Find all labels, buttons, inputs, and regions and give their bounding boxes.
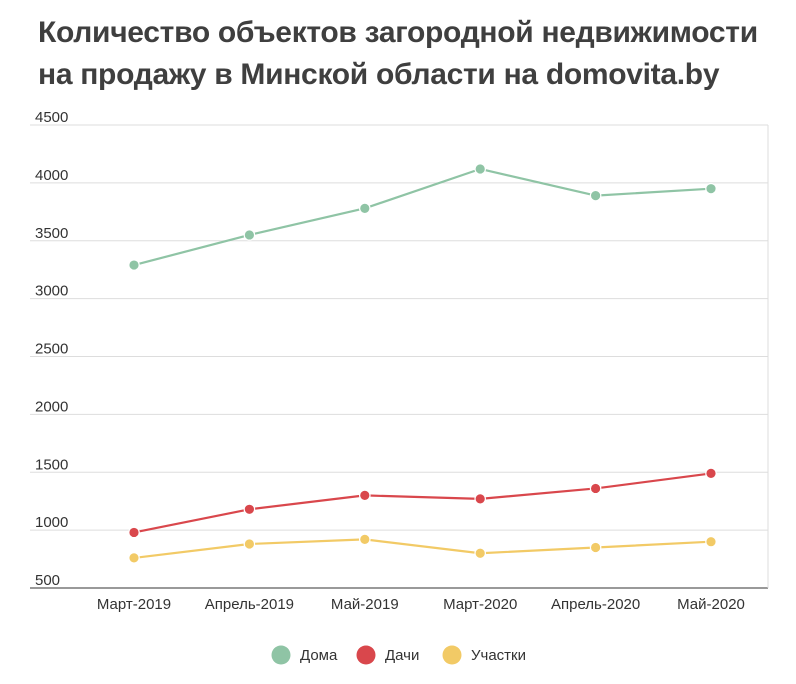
data-point[interactable] xyxy=(589,189,602,202)
series-line-3 xyxy=(132,538,713,560)
y-tick-label: 2500 xyxy=(35,341,68,358)
data-point[interactable] xyxy=(705,182,717,195)
data-point[interactable] xyxy=(705,467,717,480)
series-points xyxy=(128,163,717,564)
data-point[interactable] xyxy=(705,535,717,548)
legend-marker xyxy=(271,645,291,665)
x-tick-label: Март-2020 xyxy=(443,596,517,613)
data-point[interactable] xyxy=(589,482,602,495)
legend-marker xyxy=(442,645,462,665)
data-point[interactable] xyxy=(474,163,486,175)
y-tick-label: 2000 xyxy=(35,398,68,415)
y-tick-label: 3000 xyxy=(35,283,68,300)
grid-lines xyxy=(30,124,769,589)
x-tick-label: Апрель-2019 xyxy=(205,596,294,613)
data-point[interactable] xyxy=(128,552,140,564)
data-point[interactable] xyxy=(243,503,256,516)
x-tick-label: Май-2020 xyxy=(677,596,745,613)
legend-label[interactable]: Участки xyxy=(471,647,526,664)
data-point[interactable] xyxy=(474,493,486,505)
legend-label[interactable]: Дачи xyxy=(385,647,419,664)
data-point[interactable] xyxy=(358,202,371,215)
data-point[interactable] xyxy=(358,489,371,502)
data-point[interactable] xyxy=(474,547,486,560)
y-tick-label: 4500 xyxy=(35,109,68,126)
y-tick-label: 1000 xyxy=(35,514,68,531)
data-point[interactable] xyxy=(128,526,140,539)
series-line-1 xyxy=(132,167,713,267)
legend-label[interactable]: Дома xyxy=(300,647,338,664)
x-tick-label: Март-2019 xyxy=(97,596,171,613)
y-tick-label: 500 xyxy=(35,572,60,589)
series-line-2 xyxy=(132,472,713,534)
data-point[interactable] xyxy=(243,229,256,241)
chart-title: Количество объектов загородной недвижимо… xyxy=(38,16,758,91)
y-axis-ticks: 500 1000 1500 2000 2500 3000 3500 4000 4500 xyxy=(35,109,68,589)
data-point[interactable] xyxy=(589,541,602,554)
data-point[interactable] xyxy=(243,538,256,550)
x-tick-label: Апрель-2020 xyxy=(551,596,640,613)
y-tick-label: 1500 xyxy=(35,456,68,473)
legend: Дома Дачи Участки xyxy=(271,645,526,665)
y-tick-label: 3500 xyxy=(35,225,68,242)
x-tick-label: Май-2019 xyxy=(331,596,399,613)
data-point[interactable] xyxy=(128,259,140,271)
series-lines xyxy=(132,167,713,560)
x-axis-ticks: Март-2019 Апрель-2019 Май-2019 Март-2020 Апр… xyxy=(97,596,745,613)
legend-marker xyxy=(356,645,376,665)
data-point[interactable] xyxy=(358,533,371,546)
y-tick-label: 4000 xyxy=(35,167,68,184)
